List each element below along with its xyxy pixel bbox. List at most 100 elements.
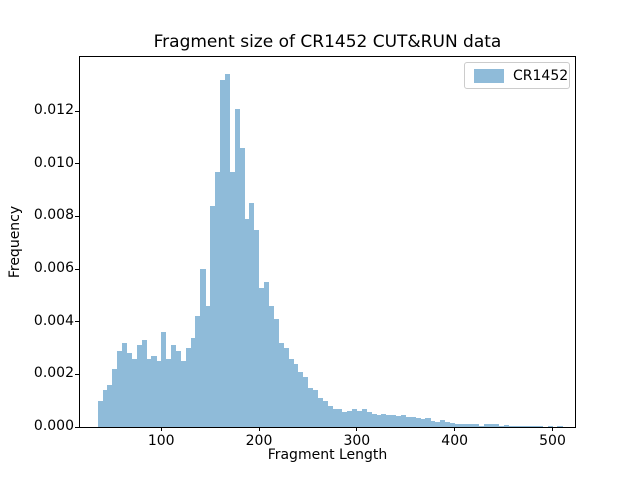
histogram-bar (420, 418, 426, 427)
histogram-bar (312, 390, 318, 427)
histogram-bar (508, 425, 514, 427)
histogram-bar (454, 424, 460, 427)
y-tick-label: 0.004 (33, 312, 74, 329)
histogram-bar (547, 426, 553, 427)
histogram-bar (122, 342, 128, 427)
y-tick-label: 0.000 (33, 418, 74, 434)
x-tick-label: 500 (539, 433, 566, 449)
histogram-bar (215, 171, 221, 427)
histogram-bar (239, 148, 245, 427)
histogram-bar (337, 409, 343, 427)
histogram-bar (156, 361, 162, 427)
histogram-bar (332, 408, 338, 427)
histogram-bar (488, 424, 495, 427)
histogram-bar (97, 400, 103, 427)
histogram-bar (415, 418, 421, 427)
histogram-bar (180, 361, 186, 427)
y-tick-label: 0.008 (33, 207, 74, 224)
histogram-bar (537, 426, 543, 427)
chart-title: Fragment size of CR1452 CUT&RUN data (153, 32, 502, 52)
histogram-bar (317, 398, 323, 427)
x-tick-mark (552, 427, 553, 431)
histogram-bar (376, 415, 382, 427)
histogram-bar (244, 219, 250, 427)
histogram-bar (107, 384, 113, 427)
histogram-bar (395, 415, 402, 427)
histogram-bar (126, 353, 133, 427)
histogram-bar (219, 79, 226, 427)
histogram-bar (298, 371, 304, 427)
histogram-bar (386, 415, 392, 427)
histogram-bar (557, 426, 563, 427)
histogram-bar (161, 332, 167, 427)
histogram-bar (268, 305, 274, 427)
histogram-bar (449, 423, 455, 427)
x-tick-mark (258, 427, 260, 431)
histogram-bar (259, 287, 265, 427)
y-tick-mark (75, 321, 79, 323)
y-tick-mark (75, 426, 79, 428)
histogram-bar (532, 426, 539, 427)
histogram-bar (430, 420, 436, 427)
histogram-bar (498, 425, 504, 427)
legend-swatch-cr1452 (474, 68, 504, 83)
histogram-bar (327, 405, 333, 427)
y-tick-label: 0.010 (33, 154, 74, 171)
legend: CR1452 (464, 62, 570, 89)
histogram-bar (151, 355, 157, 427)
histogram-bar (293, 363, 299, 427)
histogram-bar (322, 400, 328, 427)
histogram-bar (283, 348, 289, 427)
histogram-bar (131, 358, 138, 427)
histogram-bar (405, 417, 411, 427)
histogram-bar (102, 390, 108, 427)
histogram-bar (117, 350, 123, 427)
x-tick-label: 100 (147, 433, 175, 449)
histogram-bar (381, 414, 387, 427)
histogram-bar (185, 348, 191, 427)
histogram-bar (474, 424, 480, 427)
histogram-bar (528, 426, 534, 427)
histogram-bar (224, 74, 230, 427)
histogram-bar (371, 414, 377, 427)
histogram-bar (141, 340, 147, 427)
histogram-bars (80, 57, 575, 427)
x-tick-label: 200 (245, 433, 273, 449)
x-axis-label: Fragment Length (267, 447, 388, 463)
histogram-bar (190, 337, 196, 427)
histogram-bar (210, 205, 216, 427)
histogram-bar (440, 419, 446, 427)
histogram-bar (503, 424, 509, 427)
y-tick-label: 0.002 (33, 365, 74, 382)
histogram-bar (351, 409, 358, 427)
histogram-bar (484, 424, 490, 427)
histogram-bar (136, 345, 142, 427)
histogram-bar (444, 422, 451, 427)
histogram-bar (249, 203, 255, 427)
plot-area-frame (79, 56, 576, 428)
histogram-bar (342, 412, 348, 427)
histogram-bar (273, 319, 279, 427)
histogram-bar (234, 108, 240, 427)
histogram-bar (435, 421, 441, 427)
x-tick-label: 400 (441, 433, 469, 449)
histogram-bar (469, 424, 475, 427)
histogram-bar (410, 417, 416, 427)
histogram-bar (391, 414, 397, 427)
histogram-bar (347, 410, 353, 427)
x-tick-mark (356, 427, 358, 431)
histogram-bar (200, 269, 206, 427)
histogram-bar (518, 426, 524, 427)
histogram-bar (493, 424, 499, 427)
histogram-bar (303, 377, 309, 427)
histogram-bar (356, 410, 363, 427)
histogram-bar (479, 425, 485, 427)
histogram-bar (229, 171, 235, 427)
histogram-bar (288, 358, 294, 427)
histogram-bar (146, 358, 152, 427)
histogram-bar (205, 305, 211, 427)
histogram-bar (112, 369, 118, 427)
histogram-bar (175, 350, 182, 427)
y-tick-mark (75, 110, 79, 112)
